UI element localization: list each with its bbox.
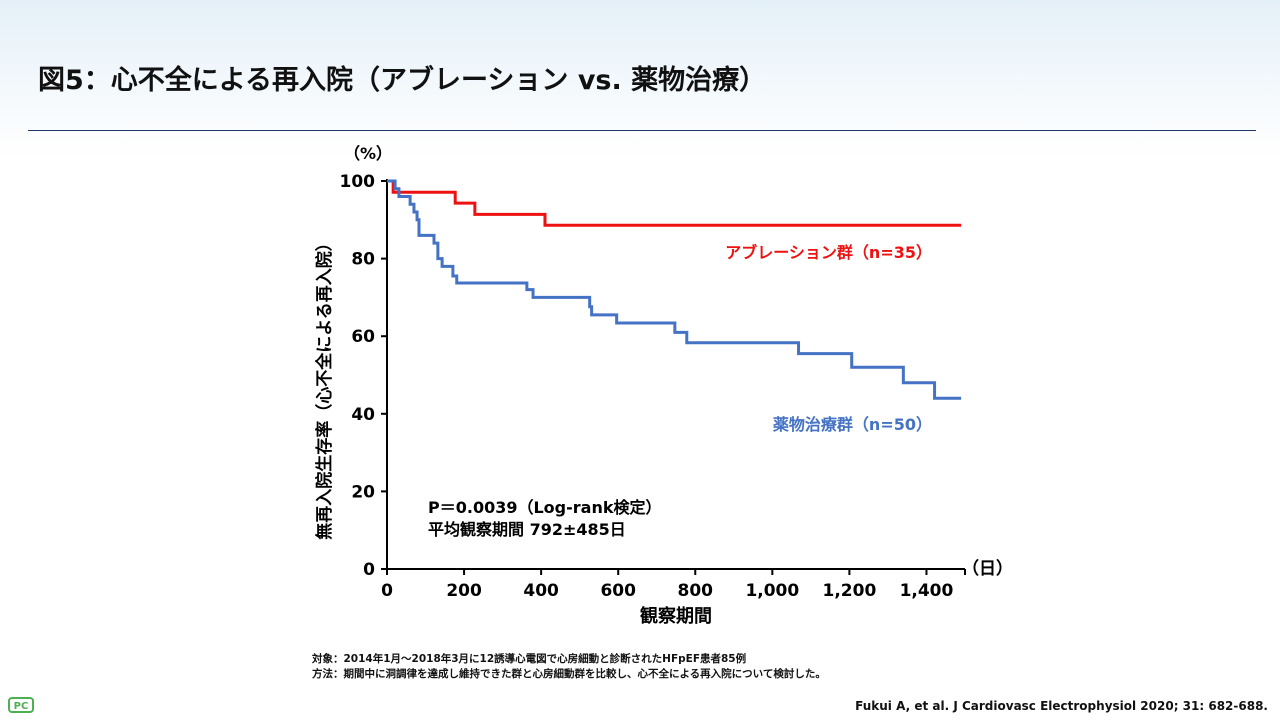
slide-title: 図5：心不全による再入院（アブレーション vs. 薬物治療）: [38, 65, 767, 96]
logo: PC: [8, 697, 34, 713]
footnote-subject: 対象：2014年1月～2018年3月に12誘導心電図で心房細動と診断されたHFp…: [312, 653, 747, 665]
footnote-method: 方法：期間中に洞調律を達成し維持できた群と心房細動群を比較し、心不全による再入院…: [312, 668, 826, 680]
citation: Fukui A, et al. J Cardiovasc Electrophys…: [855, 699, 1268, 713]
x-tick-label: 1,000: [745, 581, 799, 601]
x-tick-label: 400: [523, 581, 559, 601]
follow-up-annotation: 平均観察期間 792±485日: [428, 520, 626, 539]
drug-therapy-curve: [387, 179, 962, 400]
y-tick-label: 80: [351, 250, 375, 270]
x-tick-label: 200: [446, 581, 482, 601]
ablation-curve: [387, 179, 962, 227]
y-tick-label: 40: [351, 405, 375, 425]
x-tick-label: 1,400: [900, 581, 954, 601]
legend-drug: 薬物治療群（n=50）: [772, 415, 932, 434]
legend-ablation: アブレーション群（n=35）: [725, 243, 932, 262]
x-tick-label: 1,200: [823, 581, 877, 601]
y-axis-label: 無再入院生存率（心不全による再入院）: [314, 234, 335, 540]
y-unit: （%）: [344, 144, 392, 163]
y-tick-label: 20: [351, 482, 375, 502]
x-unit: （日）: [962, 558, 1013, 579]
y-tick-label: 60: [351, 327, 375, 347]
x-tick-label: 800: [678, 581, 714, 601]
x-axis-label: 観察期間: [640, 605, 712, 627]
y-tick-label: 0: [363, 560, 375, 580]
x-tick-label: 0: [381, 581, 393, 601]
p-value-annotation: P＝0.0039（Log-rank検定）: [428, 498, 661, 517]
y-tick-label: 100: [340, 172, 376, 192]
title-divider: [28, 130, 1256, 131]
x-tick-label: 600: [600, 581, 636, 601]
